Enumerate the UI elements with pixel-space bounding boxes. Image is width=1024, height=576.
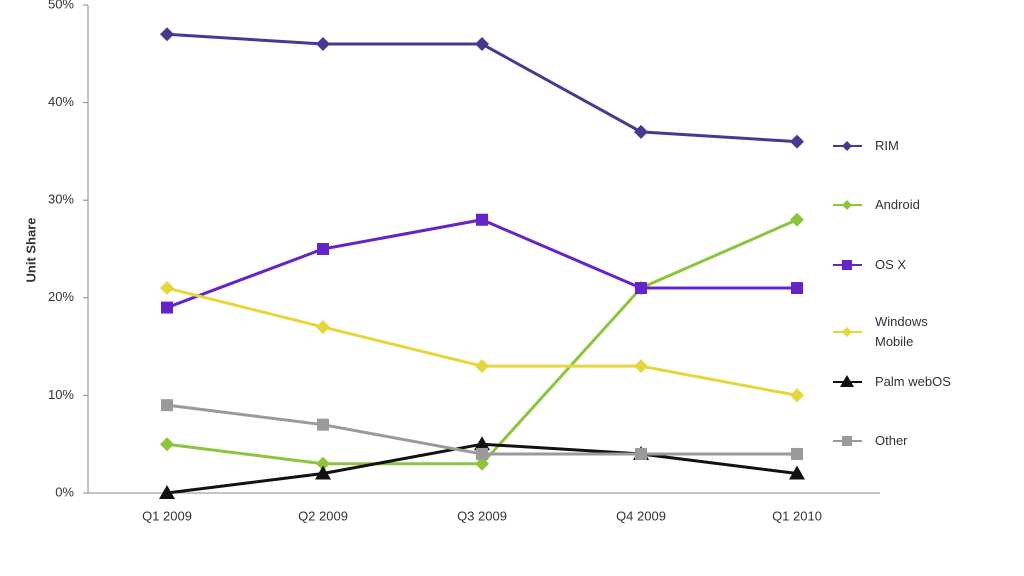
legend-label: OS X (875, 257, 907, 272)
x-tick-label: Q3 2009 (457, 508, 507, 523)
data-point (790, 212, 804, 227)
legend-marker (840, 375, 854, 387)
y-tick-label: 50% (48, 0, 74, 11)
x-tick-label: Q4 2009 (616, 508, 666, 523)
y-axis-label: Unit Share (23, 217, 38, 282)
y-tick-label: 0% (55, 484, 74, 499)
data-point (316, 37, 330, 52)
series-line (166, 218, 798, 466)
series-line (166, 286, 798, 397)
series-line (166, 218, 797, 309)
data-point (791, 282, 803, 295)
data-point (634, 359, 648, 374)
data-point (160, 281, 174, 296)
y-tick-label: 30% (48, 192, 74, 207)
data-point (317, 243, 329, 255)
data-point (317, 418, 329, 431)
legend-label: Palm webOS (875, 374, 951, 389)
legend-marker (842, 436, 852, 446)
data-point (475, 359, 489, 374)
legend-label: Windows Mobile (875, 314, 928, 349)
legend-label: Other (875, 433, 908, 448)
data-point (634, 124, 648, 139)
data-point (476, 447, 488, 460)
x-tick-label: Q2 2009 (298, 508, 348, 523)
data-point (474, 436, 490, 451)
data-point (316, 456, 330, 471)
data-point (476, 213, 488, 226)
data-point (790, 134, 804, 149)
y-tick-label: 10% (48, 387, 74, 402)
data-point (160, 27, 174, 42)
legend-label: Android (875, 197, 920, 212)
y-tick-label: 20% (48, 289, 74, 304)
data-point (789, 465, 805, 480)
data-point (161, 399, 173, 412)
legend-marker (842, 141, 852, 151)
data-point (159, 485, 175, 499)
x-tick-label: Q1 2009 (142, 508, 192, 523)
legend-marker (842, 327, 852, 337)
data-point (316, 320, 330, 335)
data-point (635, 282, 647, 295)
data-point (790, 388, 804, 403)
legend-marker (842, 260, 852, 270)
data-point (161, 301, 173, 314)
data-point (315, 465, 331, 480)
legend-marker (842, 200, 852, 210)
data-point (635, 447, 647, 460)
x-tick-label: Q1 2010 (772, 508, 822, 523)
data-point (791, 447, 803, 460)
data-point (475, 37, 489, 52)
y-tick-label: 40% (48, 94, 74, 109)
data-point (475, 456, 489, 471)
legend-label: RIM (875, 138, 899, 153)
data-point (160, 437, 174, 452)
